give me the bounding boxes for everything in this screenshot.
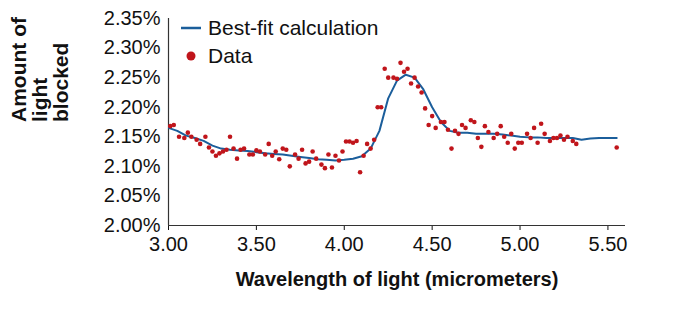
svg-text:2.25%: 2.25% xyxy=(104,66,161,88)
html-text:Best-fit calculation: Best-fit calculation xyxy=(208,16,379,39)
svg-text:2.00%: 2.00% xyxy=(103,213,161,236)
svg-text:2.15%: 2.15% xyxy=(104,125,161,147)
svg-text:2.30%: 2.30% xyxy=(104,36,161,58)
svg-text:2.10%: 2.10% xyxy=(104,155,161,177)
html-text:Data: Data xyxy=(208,44,253,67)
svg-text:5.00: 5.00 xyxy=(501,233,540,255)
svg-text:Amount oflightblocked: Amount oflightblocked xyxy=(7,16,72,122)
svg-text:4.00: 4.00 xyxy=(325,233,364,255)
svg-text:5.50: 5.50 xyxy=(588,233,627,255)
svg-text:2.05%: 2.05% xyxy=(104,184,161,206)
svg-text:4.50: 4.50 xyxy=(413,233,452,255)
svg-text:2.35%: 2.35% xyxy=(104,7,161,29)
svg-text:3.00: 3.00 xyxy=(149,233,188,255)
svg-text:3.50: 3.50 xyxy=(237,233,276,255)
svg-text:Wavelength of light (micromete: Wavelength of light (micrometers) xyxy=(236,268,559,290)
svg-text:2.20%: 2.20% xyxy=(104,96,161,118)
